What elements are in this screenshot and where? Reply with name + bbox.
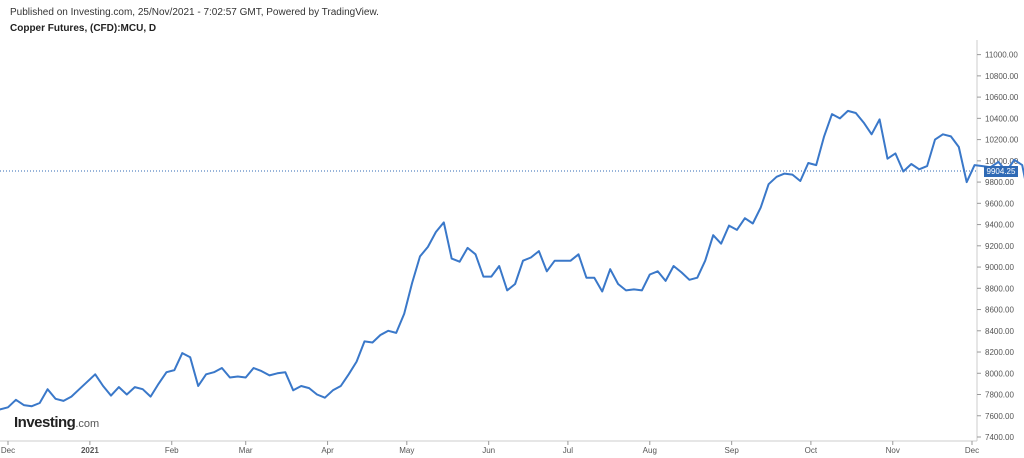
x-tick-label: Apr bbox=[321, 446, 334, 455]
y-tick-label: 9600.00 bbox=[985, 199, 1014, 208]
logo-suffix: .com bbox=[75, 418, 100, 430]
instrument-title: Copper Futures, (CFD):MCU, D bbox=[10, 23, 157, 34]
x-tick-label: Dec bbox=[1, 446, 15, 455]
y-tick-label: 8800.00 bbox=[985, 284, 1014, 293]
x-tick-label: 2021 bbox=[81, 446, 99, 455]
y-tick-label: 7800.00 bbox=[985, 391, 1014, 400]
x-tick-label: Mar bbox=[239, 446, 253, 455]
price-series-line bbox=[0, 109, 1024, 411]
y-tick-label: 8200.00 bbox=[985, 348, 1014, 357]
y-tick-label: 8600.00 bbox=[985, 306, 1014, 315]
x-tick-label: May bbox=[399, 446, 414, 455]
x-tick-label: Nov bbox=[886, 446, 900, 455]
y-axis-ticks: 7400.00 7600.00 7800.00 8000.00 8200.00 8400.… bbox=[977, 51, 1019, 442]
logo-name: Investing bbox=[14, 414, 76, 431]
x-tick-label: Sep bbox=[725, 446, 740, 455]
y-tick-label: 10000.00 bbox=[985, 157, 1019, 166]
y-tick-label: 10600.00 bbox=[985, 93, 1019, 102]
y-tick-label: 10800.00 bbox=[985, 72, 1019, 81]
y-tick-label: 9400.00 bbox=[985, 221, 1014, 230]
investing-logo: Investing.com bbox=[14, 414, 99, 431]
y-tick-label: 11000.00 bbox=[985, 51, 1018, 60]
x-tick-label: Feb bbox=[165, 446, 179, 455]
x-tick-label: Dec bbox=[965, 446, 979, 455]
y-tick-label: 10200.00 bbox=[985, 136, 1019, 145]
y-tick-label: 9200.00 bbox=[985, 242, 1014, 251]
published-info: Published on Investing.com, 25/Nov/2021 … bbox=[10, 7, 379, 18]
y-tick-label: 7600.00 bbox=[985, 412, 1014, 421]
last-price-tag: 9904.25 bbox=[984, 166, 1018, 177]
y-tick-label: 8000.00 bbox=[985, 369, 1014, 378]
x-tick-label: Aug bbox=[643, 446, 657, 455]
x-axis-ticks: Dec 2021 Feb Mar Apr May Jun Jul Aug Sep Oct Nov Dec bbox=[1, 441, 979, 455]
y-tick-label: 9800.00 bbox=[985, 178, 1014, 187]
y-tick-label: 9000.00 bbox=[985, 263, 1014, 272]
y-tick-label: 8400.00 bbox=[985, 327, 1014, 336]
x-tick-label: Jun bbox=[482, 446, 495, 455]
x-tick-label: Jul bbox=[563, 446, 573, 455]
x-tick-label: Oct bbox=[805, 446, 818, 455]
y-tick-label: 10400.00 bbox=[985, 114, 1019, 123]
y-tick-label: 7400.00 bbox=[985, 433, 1014, 442]
